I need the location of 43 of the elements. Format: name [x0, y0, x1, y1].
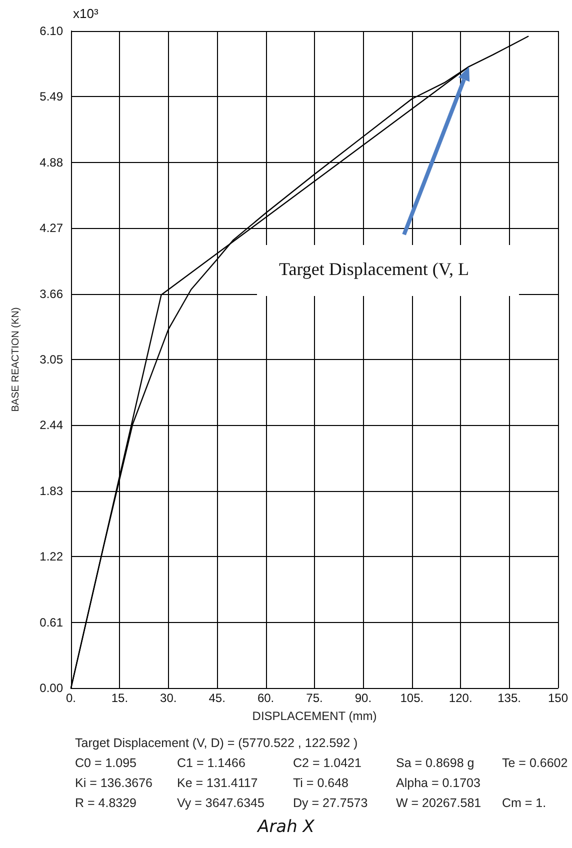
text: C2 = 1.0421	[293, 756, 362, 770]
y-tick-label: 4.88	[40, 155, 64, 170]
text: Ti = 0.648	[293, 776, 348, 790]
text: Dy = 27.7573	[293, 796, 368, 810]
y-tick-label: 0.00	[40, 681, 64, 695]
text: x10³	[73, 6, 99, 21]
text: R = 4.8329	[75, 796, 137, 810]
text: Cm = 1.	[502, 796, 546, 810]
y-tick-label: 1.22	[40, 550, 64, 564]
annotation: Target Displacement (V, L	[279, 258, 470, 279]
text: Ki = 136.3676	[75, 776, 152, 790]
y-axis-title: BASE REACTION (KN)	[10, 307, 22, 412]
x-tick-label: 0.	[66, 691, 76, 705]
y-tick-label: 0.61	[40, 615, 64, 630]
x-tick-label: 90.	[354, 691, 372, 705]
text: Sa = 0.8698 g	[396, 756, 474, 770]
y-tick-label: 4.27	[40, 221, 64, 236]
x-tick-label: 15.	[111, 691, 128, 705]
x-tick-label: 105.	[400, 691, 424, 705]
text: W = 20267.581	[396, 796, 482, 810]
text: Ke = 131.4117	[177, 776, 258, 790]
x-tick-label: 120.	[448, 691, 472, 705]
text: C1 = 1.1466	[177, 756, 246, 770]
text: C0 = 1.095	[75, 756, 137, 770]
text: Target Displacement (V, D) = (5770.522 , 122.592 )	[75, 736, 358, 750]
y-tick-label: 3.66	[40, 286, 64, 301]
text: Te = 0.6602	[502, 756, 568, 770]
x-tick-label: 150	[548, 691, 568, 705]
text: Alpha = 0.1703	[396, 776, 480, 790]
text: Vy = 3647.6345	[177, 796, 264, 810]
note-box: Target Displacement (V, L	[257, 244, 520, 296]
x-tick-label: 30.	[160, 691, 177, 705]
y-tick-label: 2.44	[40, 418, 64, 432]
text: Arah X	[256, 817, 316, 837]
x-tick-label: 135.	[498, 691, 521, 705]
x-axis-title: DISPLACEMENT (mm)	[252, 709, 377, 723]
y-tick-label: 6.10	[40, 24, 64, 38]
x-tick-label: 60.	[257, 691, 274, 705]
x-tick-label: 45.	[208, 691, 226, 705]
y-tick-label: 1.83	[40, 484, 64, 498]
y-tick-label: 3.05	[40, 352, 64, 366]
y-tick-label: 5.49	[40, 90, 64, 104]
x-tick-label: 75.	[306, 691, 323, 705]
